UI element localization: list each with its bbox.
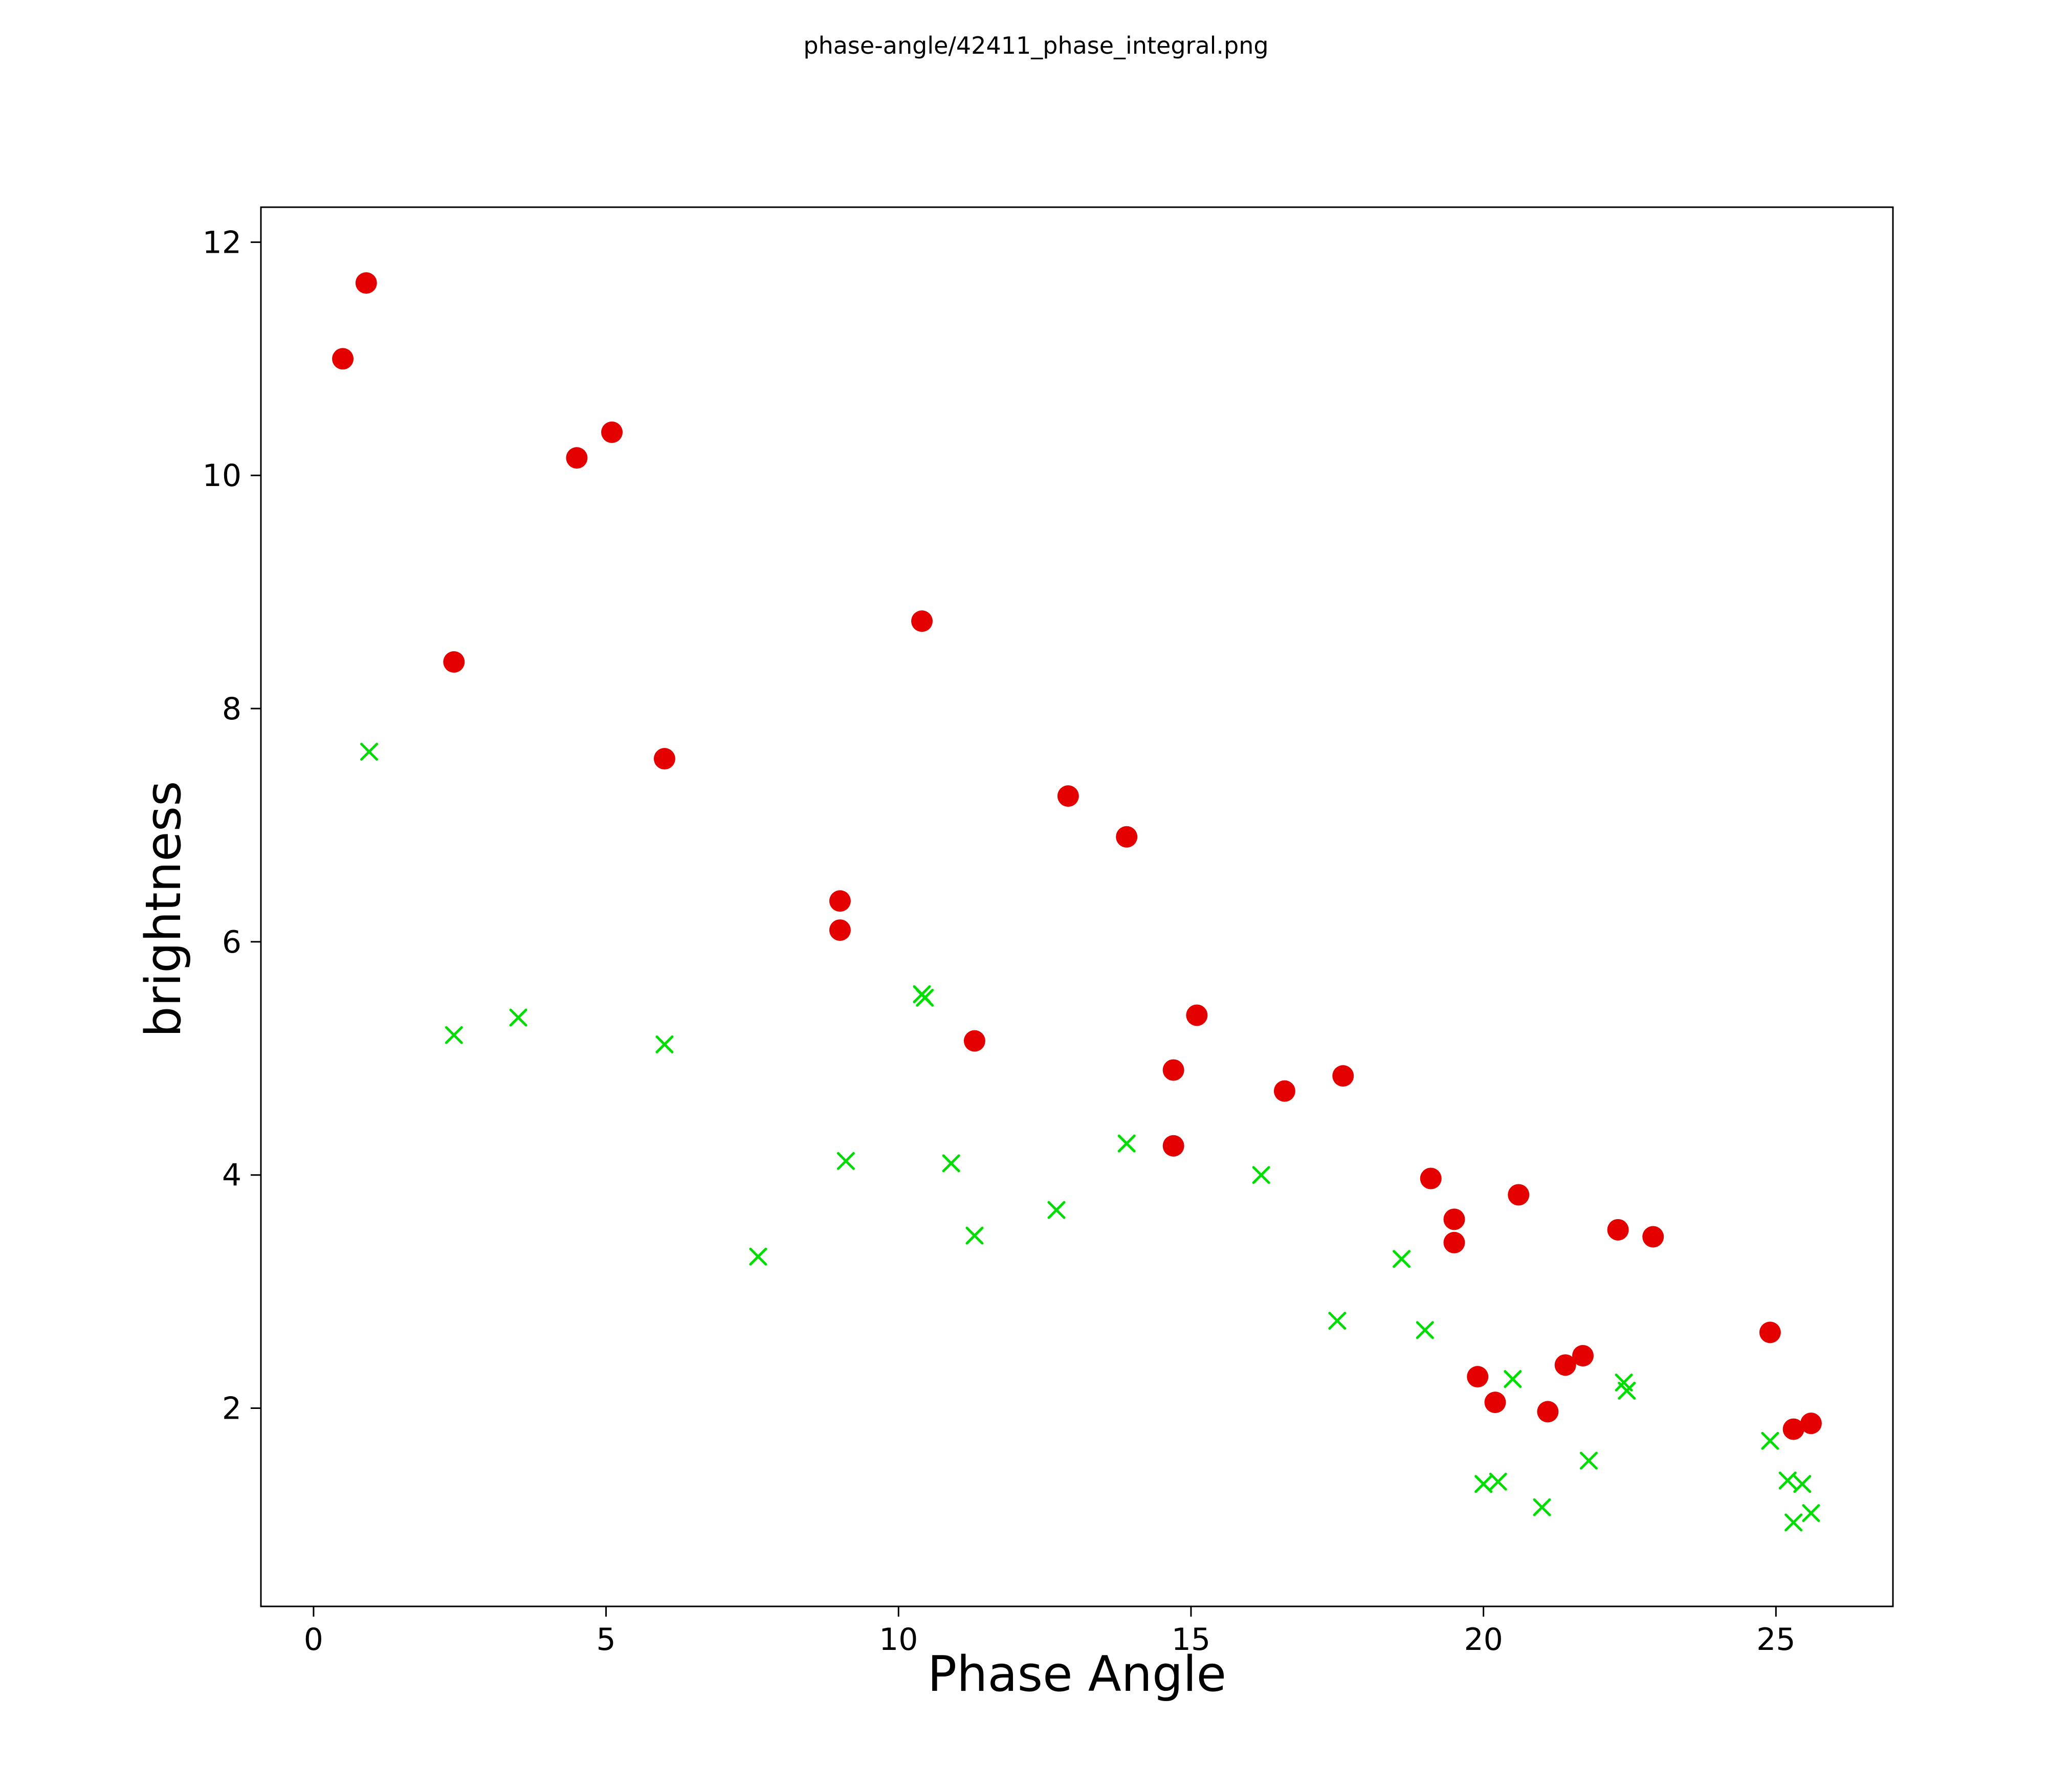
data-point-green-crosses xyxy=(1328,1312,1347,1330)
x-tick-label: 20 xyxy=(1464,1622,1503,1658)
data-point-green-crosses xyxy=(1117,1134,1136,1153)
data-point-red-circles xyxy=(443,651,465,673)
data-point-red-circles xyxy=(1642,1226,1664,1248)
data-point-red-circles xyxy=(911,610,933,632)
data-point-green-crosses xyxy=(1474,1475,1493,1493)
x-tick-label: 10 xyxy=(879,1622,918,1658)
data-point-green-crosses xyxy=(1778,1471,1797,1490)
data-point-green-crosses xyxy=(1615,1373,1633,1392)
y-tick-label: 10 xyxy=(203,458,241,494)
data-point-red-circles xyxy=(1443,1231,1465,1253)
data-point-green-crosses xyxy=(942,1154,960,1173)
data-point-red-circles xyxy=(1057,785,1079,807)
data-point-red-circles xyxy=(1420,1167,1442,1189)
x-tick-label: 5 xyxy=(596,1622,615,1658)
data-point-green-crosses xyxy=(1761,1431,1779,1450)
data-point-red-circles xyxy=(1116,826,1138,848)
data-point-red-circles xyxy=(1759,1321,1781,1343)
y-tick-label: 12 xyxy=(203,225,241,260)
data-point-red-circles xyxy=(1782,1418,1804,1440)
data-point-red-circles xyxy=(1508,1184,1530,1206)
data-point-green-crosses xyxy=(1802,1504,1820,1523)
data-point-red-circles xyxy=(1443,1208,1465,1230)
data-point-green-crosses xyxy=(916,988,934,1007)
data-point-red-circles xyxy=(601,421,623,443)
axes-frame xyxy=(260,206,1894,1607)
data-point-red-circles xyxy=(1186,1004,1208,1026)
data-point-green-crosses xyxy=(1793,1475,1812,1493)
data-point-green-crosses xyxy=(360,742,379,761)
data-point-green-crosses xyxy=(965,1226,984,1245)
data-point-red-circles xyxy=(963,1030,985,1052)
data-point-red-circles xyxy=(1467,1366,1489,1388)
x-tick-label: 25 xyxy=(1756,1622,1795,1658)
data-point-green-crosses xyxy=(1252,1166,1270,1184)
data-point-red-circles xyxy=(1273,1080,1295,1102)
data-point-green-crosses xyxy=(445,1026,463,1044)
data-point-green-crosses xyxy=(1784,1513,1803,1532)
data-point-red-circles xyxy=(1537,1401,1559,1423)
x-tick-label: 0 xyxy=(304,1622,323,1658)
data-point-red-circles xyxy=(332,348,354,370)
data-point-red-circles xyxy=(1572,1344,1594,1366)
x-axis-label: Phase Angle xyxy=(927,1646,1227,1703)
chart-title: phase-angle/42411_phase_integral.png xyxy=(803,32,1269,59)
y-tick-label: 8 xyxy=(222,691,241,727)
data-point-green-crosses xyxy=(509,1008,527,1027)
data-point-red-circles xyxy=(1332,1065,1354,1087)
data-point-red-circles xyxy=(1554,1354,1576,1376)
data-point-red-circles xyxy=(653,748,675,770)
data-point-green-crosses xyxy=(836,1152,855,1170)
data-point-red-circles xyxy=(566,447,588,469)
data-point-green-crosses xyxy=(1416,1321,1434,1339)
data-point-green-crosses xyxy=(1579,1451,1598,1470)
data-point-red-circles xyxy=(1162,1135,1184,1157)
y-axis-label: brightness xyxy=(136,781,192,1038)
y-tick-label: 2 xyxy=(222,1391,241,1427)
data-point-red-circles xyxy=(829,890,851,912)
y-tick-label: 4 xyxy=(222,1158,241,1194)
data-point-green-crosses xyxy=(1489,1472,1507,1491)
data-point-red-circles xyxy=(829,919,851,941)
data-point-green-crosses xyxy=(655,1035,674,1053)
data-point-red-circles xyxy=(355,272,377,294)
data-point-green-crosses xyxy=(1047,1201,1066,1219)
data-point-green-crosses xyxy=(749,1247,767,1266)
data-point-red-circles xyxy=(1484,1392,1506,1414)
data-point-red-circles xyxy=(1607,1219,1629,1241)
data-point-green-crosses xyxy=(1504,1370,1522,1388)
y-tick-label: 6 xyxy=(222,924,241,960)
data-point-red-circles xyxy=(1800,1413,1822,1435)
x-tick-label: 15 xyxy=(1172,1622,1210,1658)
data-point-red-circles xyxy=(1162,1059,1184,1081)
data-point-green-crosses xyxy=(1393,1250,1411,1268)
data-point-green-crosses xyxy=(1533,1498,1551,1516)
data-point-green-crosses xyxy=(1618,1381,1636,1400)
